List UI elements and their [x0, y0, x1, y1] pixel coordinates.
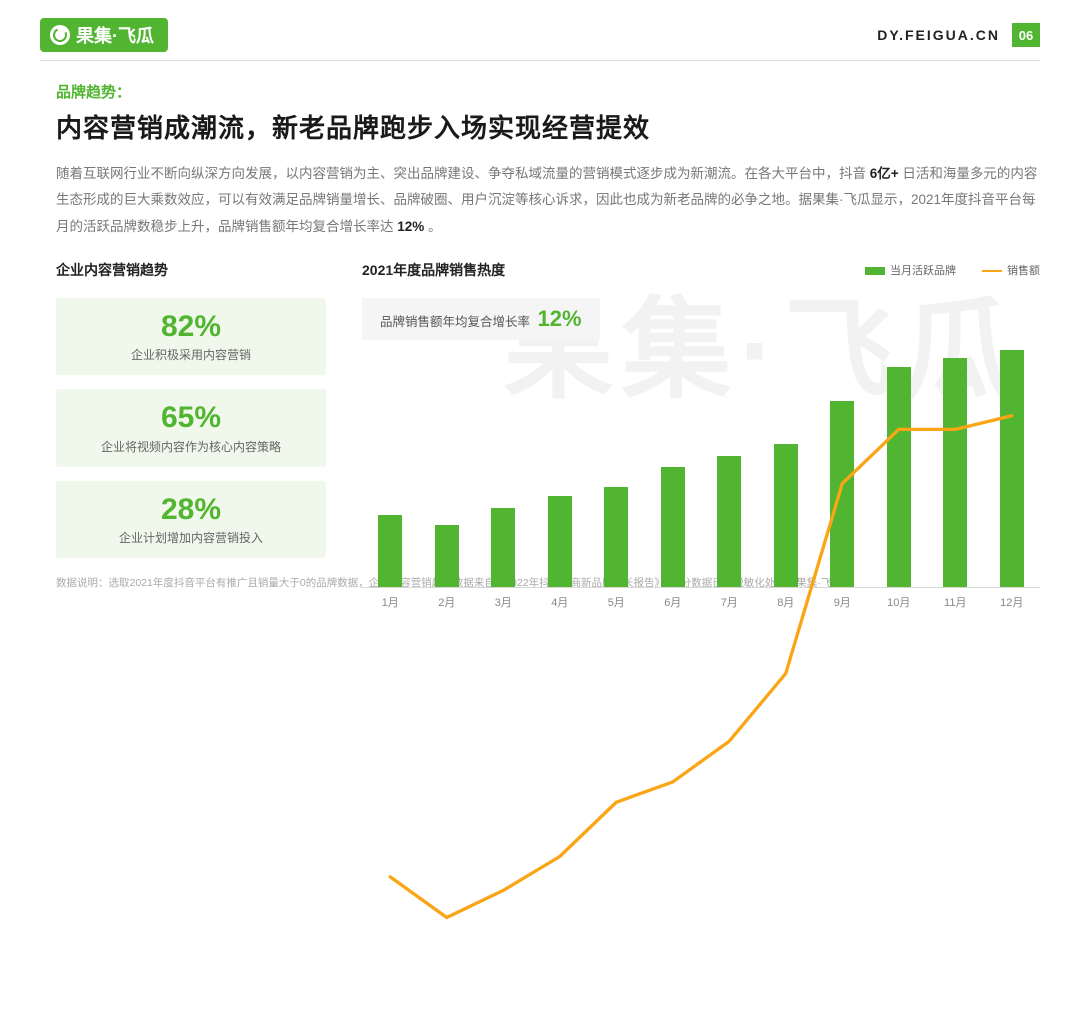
header-right: DY.FEIGUA.CN 06	[877, 23, 1040, 47]
stat-card-1: 65% 企业将视频内容作为核心内容策略	[56, 389, 326, 467]
stat-label: 企业将视频内容作为核心内容策略	[66, 438, 316, 455]
stat-label: 企业计划增加内容营销投入	[66, 529, 316, 546]
callout-label: 品牌销售额年均复合增长率	[380, 315, 530, 329]
left-section-title: 企业内容营销趋势	[56, 260, 326, 280]
trend-line	[390, 416, 1012, 918]
body-prefix: 随着互联网行业不断向纵深方向发展，以内容营销为主、突出品牌建设、争夺私域流量的营…	[56, 166, 870, 181]
legend-bar-label: 当月活跃品牌	[890, 265, 956, 277]
logo-icon	[50, 25, 70, 45]
callout-value: 12%	[538, 306, 582, 331]
growth-callout: 品牌销售额年均复合增长率 12%	[362, 298, 600, 340]
body-text: 随着互联网行业不断向纵深方向发展，以内容营销为主、突出品牌建设、争夺私域流量的营…	[56, 161, 1040, 240]
logo-badge: 果集·飞瓜	[40, 18, 168, 52]
content: 品牌趋势： 内容营销成潮流，新老品牌跑步入场实现经营提效 随着互联网行业不断向纵…	[0, 61, 1080, 610]
headline: 内容营销成潮流，新老品牌跑步入场实现经营提效	[56, 108, 1040, 145]
legend-bar: 当月活跃品牌	[865, 262, 956, 278]
header-url: DY.FEIGUA.CN	[877, 27, 1000, 43]
left-column: 企业内容营销趋势 82% 企业积极采用内容营销 65% 企业将视频内容作为核心内…	[56, 260, 326, 610]
legend-line-label: 销售额	[1007, 265, 1040, 277]
legend-bar-swatch	[865, 267, 885, 275]
chart-legend: 当月活跃品牌 销售额	[865, 262, 1040, 278]
stat-card-0: 82% 企业积极采用内容营销	[56, 298, 326, 376]
logo-text: 果集·飞瓜	[76, 22, 154, 48]
body-bold-1: 6亿+	[870, 166, 899, 181]
header: 果集·飞瓜 DY.FEIGUA.CN 06	[0, 0, 1080, 52]
body-suffix: 。	[424, 219, 441, 234]
kicker: 品牌趋势：	[56, 81, 1040, 102]
stat-value: 28%	[66, 493, 316, 528]
stat-value: 65%	[66, 401, 316, 436]
legend-line: 销售额	[982, 262, 1040, 278]
body-bold-2: 12%	[397, 219, 424, 234]
chart-line	[362, 348, 1040, 1026]
stat-label: 企业积极采用内容营销	[66, 346, 316, 363]
page-number: 06	[1012, 23, 1040, 47]
stat-value: 82%	[66, 310, 316, 345]
chart: 1月2月3月4月5月6月7月8月9月10月11月12月	[362, 348, 1040, 610]
legend-line-swatch	[982, 270, 1002, 272]
right-column: 2021年度品牌销售热度 当月活跃品牌 销售额 品牌销售额年均复合增长率 12%…	[362, 260, 1040, 610]
stat-card-2: 28% 企业计划增加内容营销投入	[56, 481, 326, 559]
